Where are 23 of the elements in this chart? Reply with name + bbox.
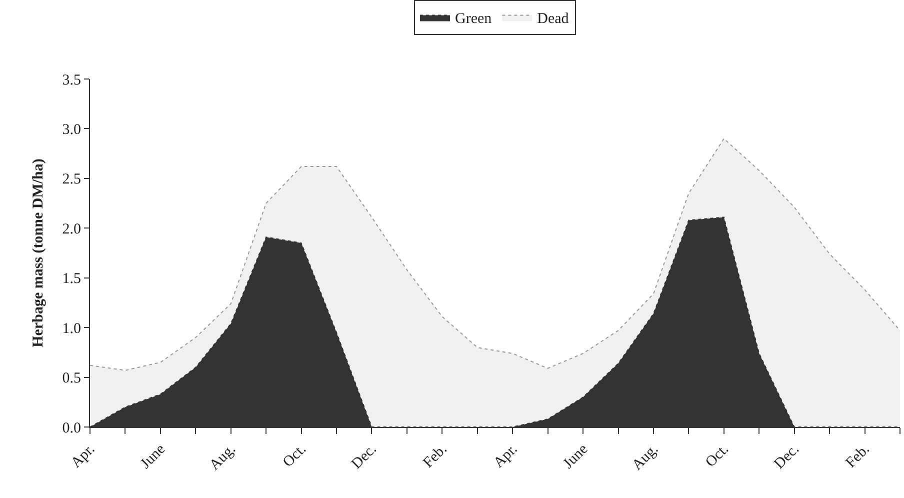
y-tick-label: 2.0 [62,221,81,238]
y-tick-label: 1.0 [62,320,81,337]
y-tick-label: 2.5 [62,172,81,188]
legend-label: Dead [537,11,570,28]
x-tick-label: Oct. [280,441,310,471]
x-tick-label: Dec. [348,441,380,472]
y-axis-title: Herbage mass (tonne DM/ha) [30,158,46,348]
x-tick-label: Feb. [420,441,450,472]
x-tick-label: Aug. [629,441,662,474]
y-tick-label: 3.5 [62,72,81,88]
x-tick-label: Dec. [771,441,802,472]
y-tick-label: 0.0 [62,420,81,436]
x-tick-label: Oct. [702,441,732,471]
x-tick-label: Apr. [490,441,521,472]
x-tick-label: June [560,441,592,472]
y-tick-label: 1.5 [62,271,81,288]
y-tick-label: 0.5 [62,370,81,387]
y-tick-label: 3.0 [62,122,81,138]
x-tick-label: June [138,441,169,472]
x-tick-label: Apr. [68,441,98,472]
x-tick-label: Aug. [206,441,239,474]
x-tick-label: Feb. [843,441,873,472]
legend-label: Green [455,11,492,28]
